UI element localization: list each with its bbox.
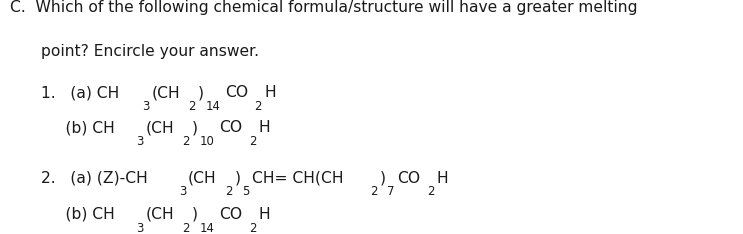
Text: CO: CO (397, 171, 420, 186)
Text: (b) CH: (b) CH (41, 120, 114, 135)
Text: CH= CH(CH: CH= CH(CH (252, 171, 343, 186)
Text: 14: 14 (206, 100, 221, 113)
Text: ): ) (380, 171, 386, 186)
Text: 3: 3 (136, 222, 143, 234)
Text: point? Encircle your answer.: point? Encircle your answer. (41, 44, 259, 59)
Text: CO: CO (224, 85, 248, 100)
Text: ): ) (235, 171, 241, 186)
Text: H: H (264, 85, 276, 100)
Text: C.  Which of the following chemical formula/structure will have a greater meltin: C. Which of the following chemical formu… (10, 0, 637, 15)
Text: 5: 5 (242, 185, 250, 198)
Text: 2: 2 (255, 100, 262, 113)
Text: 2: 2 (225, 185, 233, 198)
Text: ): ) (192, 207, 198, 222)
Text: ): ) (192, 120, 198, 135)
Text: 2: 2 (370, 185, 377, 198)
Text: 2: 2 (183, 135, 190, 148)
Text: 3: 3 (178, 185, 186, 198)
Text: 1.   (a) CH: 1. (a) CH (41, 85, 119, 100)
Text: 2: 2 (249, 135, 256, 148)
Text: (CH: (CH (146, 120, 174, 135)
Text: 2: 2 (183, 222, 190, 234)
Text: CO: CO (219, 207, 242, 222)
Text: (CH: (CH (188, 171, 217, 186)
Text: (b) CH: (b) CH (41, 207, 114, 222)
Text: H: H (436, 171, 448, 186)
Text: 2: 2 (426, 185, 434, 198)
Text: 14: 14 (200, 222, 215, 234)
Text: (CH: (CH (146, 207, 174, 222)
Text: 7: 7 (387, 185, 395, 198)
Text: 10: 10 (200, 135, 215, 148)
Text: CO: CO (219, 120, 242, 135)
Text: 3: 3 (136, 135, 143, 148)
Text: 3: 3 (142, 100, 149, 113)
Text: 2: 2 (249, 222, 256, 234)
Text: (CH: (CH (152, 85, 180, 100)
Text: H: H (259, 207, 270, 222)
Text: H: H (259, 120, 270, 135)
Text: ): ) (198, 85, 204, 100)
Text: 2.   (a) (Z)-CH: 2. (a) (Z)-CH (41, 171, 148, 186)
Text: 2: 2 (188, 100, 195, 113)
